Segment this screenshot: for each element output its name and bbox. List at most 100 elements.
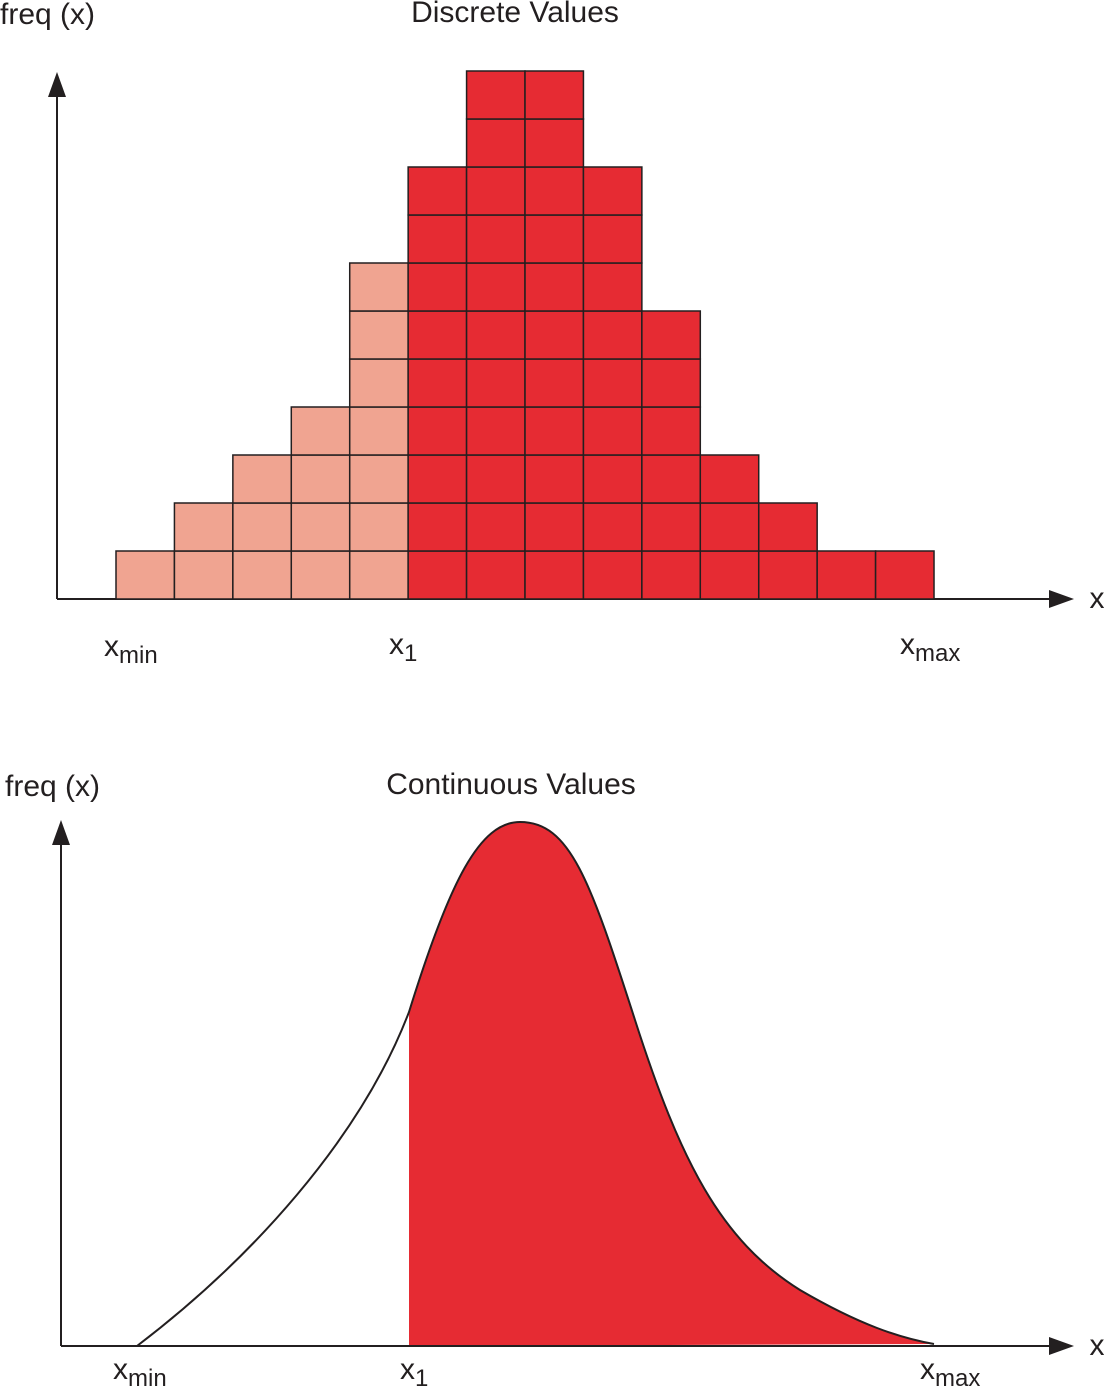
cell: [524, 310, 585, 360]
cell: [407, 550, 468, 600]
cell: [524, 70, 585, 120]
cell: [407, 262, 468, 312]
y-arrow: [48, 72, 66, 97]
area-fill: [409, 822, 934, 1346]
cell: [465, 214, 526, 264]
cell: [524, 406, 585, 456]
x-marker-label: x1: [389, 628, 417, 667]
cell: [407, 310, 468, 360]
marker-sub: 1: [404, 640, 417, 667]
cell: [874, 550, 935, 600]
y-label: freq (x): [0, 0, 95, 31]
curve: [136, 820, 935, 1347]
cell: [465, 70, 526, 120]
cell: [582, 214, 643, 264]
cell: [290, 454, 351, 504]
cell: [348, 358, 409, 408]
cell: [407, 454, 468, 504]
cell-column: [115, 550, 176, 600]
cell: [582, 406, 643, 456]
cell: [582, 502, 643, 552]
cell: [465, 310, 526, 360]
cell: [290, 406, 351, 456]
cell-column: [641, 310, 702, 600]
cell: [582, 358, 643, 408]
cell: [641, 406, 702, 456]
cell: [465, 550, 526, 600]
cell: [348, 454, 409, 504]
cell: [465, 502, 526, 552]
cell: [407, 406, 468, 456]
cell-column: [173, 502, 234, 600]
cell: [582, 166, 643, 216]
marker-sub: max: [915, 640, 960, 667]
cell: [699, 550, 760, 600]
x-marker-label: xmin: [104, 630, 158, 669]
cell-column: [699, 454, 760, 600]
chart-title: Continuous Values: [386, 768, 636, 801]
cell: [524, 550, 585, 600]
x-arrow: [1049, 1337, 1074, 1355]
cell: [524, 454, 585, 504]
cell: [348, 550, 409, 600]
marker-base: x: [113, 1353, 128, 1386]
marker-base: x: [900, 628, 915, 661]
x-label: x: [1090, 582, 1104, 615]
cell: [582, 262, 643, 312]
cell: [465, 118, 526, 168]
x-marker-label: xmax: [920, 1353, 980, 1387]
cell: [524, 502, 585, 552]
cell: [524, 262, 585, 312]
cell: [348, 502, 409, 552]
cell: [641, 358, 702, 408]
cell: [641, 550, 702, 600]
cell: [348, 310, 409, 360]
x-arrow: [1049, 590, 1074, 608]
cell: [115, 550, 176, 600]
marker-base: x: [389, 628, 404, 661]
cell: [641, 502, 702, 552]
cell: [465, 358, 526, 408]
cell: [173, 502, 234, 552]
marker-sub: 1: [415, 1365, 428, 1387]
cell: [582, 310, 643, 360]
cell-column: [757, 502, 818, 600]
cell: [641, 454, 702, 504]
cell: [757, 550, 818, 600]
cell: [699, 454, 760, 504]
cell: [407, 214, 468, 264]
x-marker-label: x1: [400, 1353, 428, 1387]
cell-column: [232, 454, 293, 600]
y-arrow: [52, 820, 70, 845]
cell: [465, 262, 526, 312]
chart-title: Discrete Values: [411, 0, 619, 29]
cell-column: [290, 406, 351, 600]
cell: [173, 550, 234, 600]
cell: [582, 454, 643, 504]
marker-base: x: [920, 1353, 935, 1386]
cell: [757, 502, 818, 552]
cell: [465, 166, 526, 216]
x-marker-label: xmin: [113, 1353, 167, 1387]
cell: [290, 550, 351, 600]
marker-sub: max: [935, 1365, 980, 1387]
cell-column: [348, 262, 409, 600]
marker-sub: min: [119, 642, 158, 669]
cell: [524, 214, 585, 264]
cell: [348, 262, 409, 312]
cell: [407, 166, 468, 216]
x-marker-label: xmax: [900, 628, 960, 667]
cell: [524, 358, 585, 408]
cell: [816, 550, 877, 600]
cell: [524, 166, 585, 216]
cell-column: [582, 166, 643, 600]
cell-column: [874, 550, 935, 600]
marker-base: x: [400, 1353, 415, 1386]
cell: [465, 454, 526, 504]
y-label: freq (x): [5, 770, 100, 803]
cell-column: [524, 70, 585, 600]
cell: [232, 550, 293, 600]
cell-column: [465, 70, 526, 600]
cell: [582, 550, 643, 600]
